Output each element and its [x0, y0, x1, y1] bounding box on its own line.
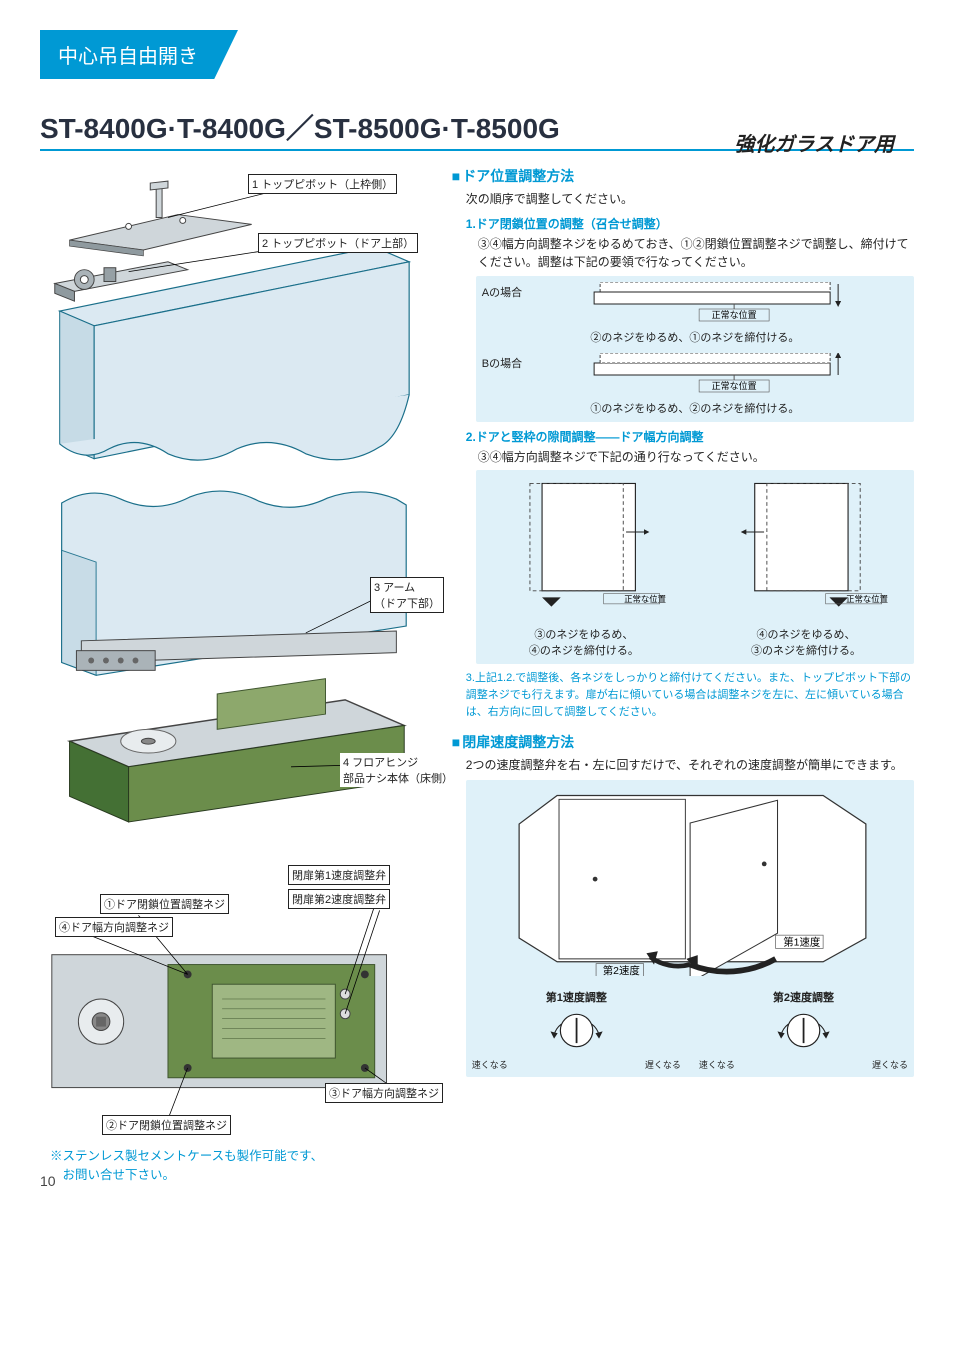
step1-body: ③④幅方向調整ネジをゆるめておき、①②閉鎖位置調整ネジで調整し、締付けてください…: [452, 235, 914, 272]
swing-diagram: 第1速度 第2速度: [472, 786, 908, 981]
dial1-title: 第1速度調整: [472, 989, 681, 1005]
case-b-label: Bの場合: [482, 353, 534, 371]
door-left-instr: ③のネジをゆるめ、 ④のネジを締付ける。: [482, 626, 686, 658]
svg-text:正常な位置: 正常な位置: [711, 309, 756, 320]
callout-2: 2 トップピボット（ドア上部）: [258, 233, 418, 253]
case-a-instr: ②のネジをゆるめ、①のネジを締付ける。: [482, 329, 908, 345]
case-b-instr: ①のネジをゆるめ、②のネジを締付ける。: [482, 400, 908, 416]
intro-text: 次の順序で調整してください。: [452, 190, 914, 209]
door-width-diagrams: 正常な位置 ③のネジをゆるめ、 ④のネジを締付ける。 正常な位置: [482, 476, 908, 658]
lbl-valve1: 閉扉第1速度調整弁: [288, 865, 390, 885]
callout-1: 1 トップピボット（上枠側）: [248, 174, 397, 194]
dial2-title: 第2速度調整: [699, 989, 908, 1005]
dial2-slow: 遅くなる: [872, 1058, 908, 1071]
exploded-diagram: 1 トップピボット（上枠側） 2 トップピボット（ドア上部） 3 アーム （ドア…: [40, 163, 434, 843]
page-number: 10: [40, 1173, 56, 1189]
dial1-slow: 遅くなる: [645, 1058, 681, 1071]
svg-text:第2速度: 第2速度: [602, 964, 640, 976]
category-tab: 中心吊自由開き: [40, 30, 238, 79]
dial-row: 第1速度調整 速くなる 遅くなる: [472, 989, 908, 1071]
svg-text:第1速度: 第1速度: [783, 936, 821, 949]
dial1-fast: 速くなる: [472, 1058, 508, 1071]
stainless-note: ※ステンレス製セメントケースも製作可能です、 お問い合せ下さい。: [40, 1145, 434, 1183]
close-speed-body: 2つの速度調整弁を右・左に回すだけで、それぞれの速度調整が簡単にできます。: [452, 756, 914, 775]
lbl-screw1: ①ドア閉鎖位置調整ネジ: [100, 894, 229, 914]
callout-3: 3 アーム （ドア下部）: [370, 577, 444, 613]
step2-body: ③④幅方向調整ネジで下記の通り行なってください。: [452, 448, 914, 467]
callout-4: 4 フロアヒンジ 部品ナシ本体（床側）: [340, 753, 456, 787]
step1-title: 1.ドア閉鎖位置の調整（召合せ調整）: [452, 215, 914, 232]
lbl-screw2: ②ドア閉鎖位置調整ネジ: [102, 1115, 231, 1135]
case-a-label: Aの場合: [482, 282, 534, 300]
step3-note: 3.上記1.2.で調整後、各ネジをしっかりと締付けてください。また、トップピボッ…: [452, 670, 914, 721]
hinge-detail-diagram: 閉扉第1速度調整弁 閉扉第2速度調整弁 ①ドア閉鎖位置調整ネジ ④ドア幅方向調整…: [40, 859, 434, 1139]
door-right-instr: ④のネジをゆるめ、 ③のネジを締付ける。: [704, 626, 908, 658]
lbl-valve2: 閉扉第2速度調整弁: [288, 889, 390, 909]
case-b-row: Bの場合 正常な位置: [482, 353, 908, 395]
section-door-position: ドア位置調整方法: [452, 166, 914, 186]
lbl-screw4: ④ドア幅方向調整ネジ: [55, 917, 173, 937]
step2-title: 2.ドアと竪枠の隙間調整――ドア幅方向調整: [452, 428, 914, 445]
section-close-speed: 閉扉速度調整方法: [452, 732, 914, 752]
case-a-row: Aの場合 正常な位置: [482, 282, 908, 324]
lbl-screw3: ③ドア幅方向調整ネジ: [325, 1083, 443, 1103]
svg-text:正常な位置: 正常な位置: [711, 380, 756, 391]
subtitle-usage: 強化ガラスドア用: [734, 128, 894, 157]
dial2-fast: 速くなる: [699, 1058, 735, 1071]
